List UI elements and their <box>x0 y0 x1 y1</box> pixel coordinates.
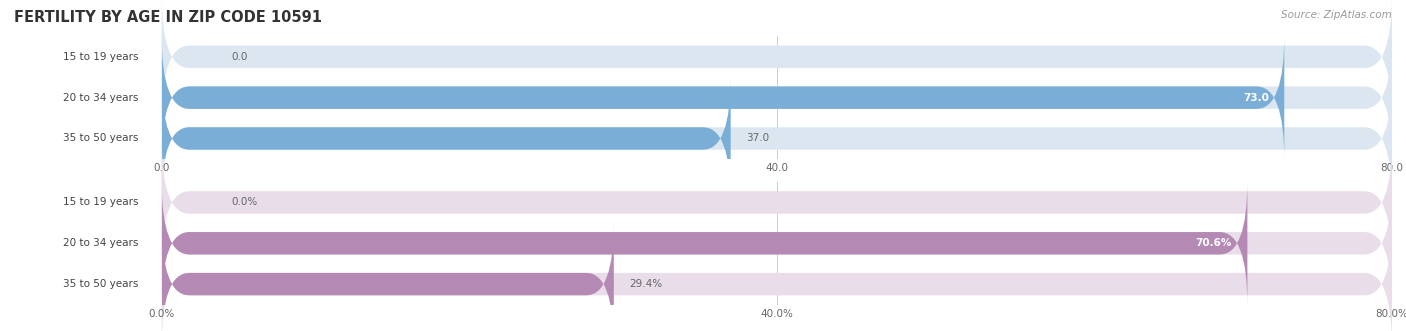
FancyBboxPatch shape <box>162 76 1392 201</box>
Text: 37.0: 37.0 <box>747 133 769 143</box>
FancyBboxPatch shape <box>162 222 1392 331</box>
Text: 73.0: 73.0 <box>1243 93 1270 103</box>
FancyBboxPatch shape <box>162 0 1392 119</box>
FancyBboxPatch shape <box>162 222 614 331</box>
FancyBboxPatch shape <box>162 181 1392 306</box>
Text: 20 to 34 years: 20 to 34 years <box>63 93 139 103</box>
FancyBboxPatch shape <box>162 35 1284 160</box>
Text: 70.6%: 70.6% <box>1195 238 1232 248</box>
Text: Source: ZipAtlas.com: Source: ZipAtlas.com <box>1281 10 1392 20</box>
Text: 29.4%: 29.4% <box>630 279 662 289</box>
FancyBboxPatch shape <box>162 76 731 201</box>
Text: 35 to 50 years: 35 to 50 years <box>63 279 139 289</box>
Text: FERTILITY BY AGE IN ZIP CODE 10591: FERTILITY BY AGE IN ZIP CODE 10591 <box>14 10 322 25</box>
Text: 15 to 19 years: 15 to 19 years <box>63 198 139 208</box>
FancyBboxPatch shape <box>162 35 1392 160</box>
Text: 20 to 34 years: 20 to 34 years <box>63 238 139 248</box>
Text: 0.0: 0.0 <box>231 52 247 62</box>
FancyBboxPatch shape <box>162 140 1392 265</box>
Text: 15 to 19 years: 15 to 19 years <box>63 52 139 62</box>
FancyBboxPatch shape <box>162 181 1247 306</box>
Text: 0.0%: 0.0% <box>231 198 257 208</box>
Text: 35 to 50 years: 35 to 50 years <box>63 133 139 143</box>
